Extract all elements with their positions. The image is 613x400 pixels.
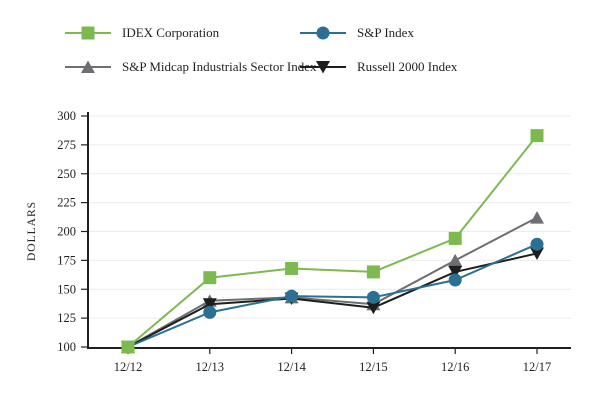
- data-point: [121, 340, 135, 354]
- marker-circle: [448, 273, 462, 287]
- marker-triangle-up: [81, 60, 95, 73]
- y-tick-label: 225: [57, 196, 76, 210]
- series-s-p-midcap-industrials-sector-index: [121, 211, 544, 353]
- data-point: [448, 253, 463, 267]
- legend-item-russell-2000-index: Russell 2000 Index: [300, 58, 457, 76]
- series-line: [127, 135, 538, 348]
- y-tick-label: 250: [57, 167, 76, 181]
- legend-item-idex-corporation: IDEX Corporation: [65, 24, 219, 42]
- data-point: [202, 298, 217, 311]
- data-point: [366, 290, 380, 304]
- series-line: [127, 216, 538, 348]
- marker-triangle-down: [366, 301, 381, 315]
- marker-square: [81, 26, 95, 40]
- marker-square: [285, 261, 299, 275]
- series-s-p-index: [121, 237, 544, 354]
- data-point: [366, 301, 381, 315]
- data-point: [530, 247, 544, 260]
- data-point: [530, 129, 544, 143]
- x-tick-label: 12/16: [441, 360, 469, 374]
- series-line: [127, 243, 538, 348]
- marker-circle: [530, 237, 544, 251]
- y-tick-label: 200: [57, 225, 76, 239]
- legend-marker-triangle-up-icon: [65, 60, 111, 73]
- marker-square: [530, 129, 544, 143]
- legend-marker-triangle-down-icon: [300, 61, 346, 74]
- marker-triangle-down: [448, 265, 463, 279]
- legend-item-s-p-index: S&P Index: [300, 24, 414, 42]
- legend-marker-circle-icon: [300, 26, 346, 40]
- marker-circle: [366, 290, 380, 304]
- y-tick-label: 125: [57, 311, 76, 325]
- legend-item-label: S&P Index: [357, 25, 414, 40]
- x-tick-label: 12/14: [277, 360, 306, 374]
- legend-item-s-p-midcap-industrials-sector-index: S&P Midcap Industrials Sector Index: [65, 58, 317, 76]
- marker-circle: [203, 305, 217, 319]
- data-point: [448, 273, 462, 287]
- marker-triangle-down: [530, 247, 544, 260]
- data-point: [530, 211, 544, 224]
- legend-item-label: IDEX Corporation: [122, 25, 220, 40]
- y-tick-label: 150: [57, 282, 76, 296]
- x-tick-label: 12/13: [196, 360, 224, 374]
- data-point: [285, 289, 299, 303]
- marker-triangle-up: [530, 211, 544, 224]
- data-point: [448, 231, 462, 245]
- marker-triangle-up: [448, 253, 463, 267]
- y-tick-label: 175: [57, 253, 76, 267]
- data-point: [285, 261, 299, 275]
- data-point: [530, 237, 544, 251]
- legend-item-label: Russell 2000 Index: [357, 59, 458, 74]
- x-tick-label: 12/17: [523, 360, 551, 374]
- data-point: [448, 265, 463, 279]
- y-tick-label: 100: [57, 340, 76, 354]
- legend-item-label: S&P Midcap Industrials Sector Index: [122, 59, 317, 74]
- marker-square: [121, 340, 135, 354]
- marker-circle: [316, 26, 330, 40]
- marker-triangle-down: [316, 61, 330, 74]
- series-line: [127, 252, 538, 348]
- data-point: [203, 271, 217, 285]
- y-axis-title: DOLLARS: [26, 201, 38, 261]
- x-tick-label: 12/12: [114, 360, 142, 374]
- x-tick-label: 12/15: [359, 360, 387, 374]
- marker-square: [448, 231, 462, 245]
- y-tick-label: 275: [57, 138, 76, 152]
- marker-square: [203, 271, 217, 285]
- legend-marker-square-icon: [65, 26, 111, 40]
- chart-legend: IDEX Corporation S&P Index S&P Midcap Indu…: [0, 0, 613, 90]
- marker-circle: [285, 289, 299, 303]
- marker-square: [366, 265, 380, 279]
- data-point: [366, 265, 380, 279]
- data-point: [203, 305, 217, 319]
- marker-triangle-down: [202, 298, 217, 311]
- series-idex-corporation: [121, 129, 544, 354]
- y-tick-label: 300: [57, 109, 76, 123]
